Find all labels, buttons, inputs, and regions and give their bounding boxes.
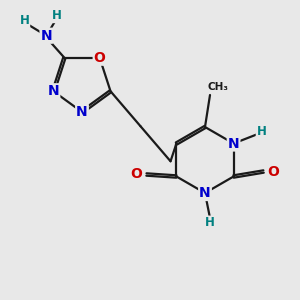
Text: N: N xyxy=(228,136,239,151)
Text: H: H xyxy=(51,9,61,22)
Text: H: H xyxy=(256,125,266,138)
Text: CH₃: CH₃ xyxy=(208,82,229,92)
Text: N: N xyxy=(48,84,59,98)
Text: O: O xyxy=(130,167,142,182)
Text: H: H xyxy=(20,14,29,27)
Text: N: N xyxy=(76,105,88,119)
Text: O: O xyxy=(268,164,280,178)
Text: O: O xyxy=(94,51,106,65)
Text: N: N xyxy=(40,29,52,43)
Text: H: H xyxy=(205,217,215,230)
Text: N: N xyxy=(199,186,211,200)
